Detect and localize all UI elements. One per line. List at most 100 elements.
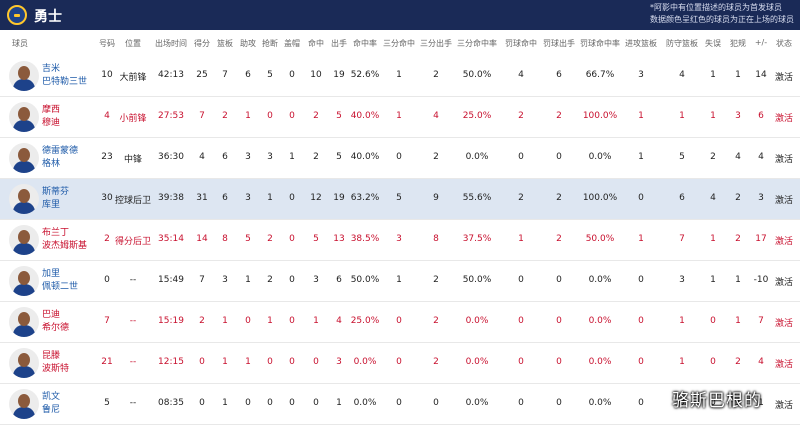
col-header-fouls[interactable]: 犯规 (730, 39, 746, 48)
col-header-ft-made[interactable]: 罚球命中 (505, 39, 537, 48)
player-avatar (9, 348, 39, 378)
col-header-turnovers[interactable]: 失误 (705, 39, 721, 48)
player-name[interactable]: 斯蒂芬 库里 (42, 186, 69, 212)
player-name[interactable]: 凯文 鲁尼 (42, 391, 60, 417)
player-name[interactable]: 摩西 穆迪 (42, 104, 60, 130)
cell-number: 5 (104, 398, 110, 408)
cell-3p-made: 0 (396, 357, 402, 367)
cell-steals: 0 (267, 111, 273, 121)
cell-ft-attempts: 6 (556, 70, 562, 80)
cell-3p-pct: 50.0% (462, 275, 492, 285)
player-name[interactable]: 昆滕 波斯特 (42, 350, 69, 376)
cell-number: 0 (104, 275, 110, 285)
col-header-fg-attempts[interactable]: 出手 (331, 39, 347, 48)
player-name[interactable]: 布兰丁 波杰姆斯基 (42, 227, 87, 253)
player-name[interactable]: 加里 佩顿二世 (42, 268, 78, 294)
player-row[interactable]: 加里 佩顿二世 0 -- 15:49 7 3 1 2 0 3 6 50.0% 1 2 50.0% 0 0 0.0% 0… (0, 261, 800, 302)
player-avatar (9, 184, 39, 214)
player-row[interactable]: 昆滕 波斯特 21 -- 12:15 0 1 1 0 0 0 3 0.0% 0 2 0.0% 0 0 0.0% 0 1 0… (0, 343, 800, 384)
player-stats-table: 吉米 巴特勒三世 10 大前锋 42:13 25 7 6 5 0 10 19 52.6% 1 2 50.0% 4… (0, 56, 800, 425)
player-name[interactable]: 德雷蒙德 格林 (42, 145, 78, 171)
cell-plus-minus: -10 (753, 275, 769, 285)
cell-ft-attempts: 0 (556, 316, 562, 326)
cell-3p-pct: 0.0% (465, 152, 489, 162)
col-header-status[interactable]: 状态 (776, 39, 792, 48)
player-last-name: 波斯特 (42, 364, 70, 374)
cell-3p-attempts: 2 (433, 275, 439, 285)
col-header-ft-attempts[interactable]: 罚球出手 (543, 39, 575, 48)
player-last-name: 库里 (42, 200, 61, 210)
player-row[interactable]: 布兰丁 波杰姆斯基 2 得分后卫 35:14 14 8 5 2 0 5 13 38.5% 3 8 37.5% 1… (0, 220, 800, 261)
cell-3p-made: 5 (396, 193, 402, 203)
col-header-steals[interactable]: 抢断 (262, 39, 278, 48)
cell-off-rebounds: 0 (638, 193, 644, 203)
cell-position: 小前锋 (119, 114, 147, 124)
cell-position: -- (129, 357, 137, 367)
cell-minutes: 08:35 (158, 398, 184, 408)
cell-ft-pct: 50.0% (585, 234, 615, 244)
player-name[interactable]: 巴迪 希尔德 (42, 309, 69, 335)
col-header-3p-pct[interactable]: 三分命中率 (457, 39, 497, 48)
player-row[interactable]: 德雷蒙德 格林 23 中锋 36:30 4 6 3 3 1 2 5 40.0% 0 2 0.0% 0 0 0.0% 1… (0, 138, 800, 179)
col-header-3p-attempts[interactable]: 三分出手 (420, 39, 452, 48)
cell-def-rebounds: 3 (679, 275, 685, 285)
cell-minutes: 15:49 (158, 275, 184, 285)
cell-fg-pct: 38.5% (350, 234, 380, 244)
cell-3p-made: 1 (396, 275, 402, 285)
col-header-number[interactable]: 号码 (99, 39, 115, 48)
col-header-ft-pct[interactable]: 罚球命中率 (580, 39, 620, 48)
player-name[interactable]: 吉米 巴特勒三世 (42, 63, 87, 89)
cell-fg-pct: 0.0% (353, 398, 377, 408)
col-header-rebounds[interactable]: 篮板 (217, 39, 233, 48)
player-last-name: 格林 (42, 159, 61, 169)
player-row[interactable]: 摩西 穆迪 4 小前锋 27:53 7 2 1 0 0 2 5 40.0% 1 4 25.0% 2 2 100.0%… (0, 97, 800, 138)
player-avatar (9, 61, 39, 91)
col-header-off-rebounds[interactable]: 进攻篮板 (625, 39, 657, 48)
cell-fg-pct: 52.6% (350, 70, 380, 80)
cell-number: 21 (101, 357, 113, 367)
cell-blocks: 1 (289, 152, 295, 162)
col-header-assists[interactable]: 助攻 (240, 39, 256, 48)
player-row[interactable]: 斯蒂芬 库里 30 控球后卫 39:38 31 6 3 1 0 12 19 63.2% 5 9 55.6% 2 2… (0, 179, 800, 220)
avatar-body (13, 161, 35, 173)
cell-blocks: 0 (289, 234, 295, 244)
cell-fouls: 1 (735, 70, 741, 80)
player-first-name: 摩西 (42, 105, 61, 115)
col-header-points[interactable]: 得分 (194, 39, 210, 48)
col-header-position[interactable]: 位置 (125, 39, 141, 48)
cell-fg-made: 3 (313, 275, 319, 285)
cell-assists: 6 (245, 70, 251, 80)
col-header-fg-pct[interactable]: 命中率 (353, 39, 377, 48)
player-row[interactable]: 吉米 巴特勒三世 10 大前锋 42:13 25 7 6 5 0 10 19 52.6% 1 2 50.0% 4… (0, 56, 800, 97)
cell-ft-made: 1 (518, 234, 524, 244)
legend-note-line-2: 数据颜色呈红色的球员为正在上场的球员 (650, 15, 794, 24)
cell-def-rebounds: 1 (679, 316, 685, 326)
cell-points: 7 (199, 275, 205, 285)
col-header-minutes[interactable]: 出场时间 (155, 39, 187, 48)
col-header-fg-made[interactable]: 命中 (308, 39, 324, 48)
cell-plus-minus: 6 (758, 111, 764, 121)
col-header-plus-minus[interactable]: +/- (754, 38, 768, 47)
col-header-player[interactable]: 球员 (12, 39, 28, 48)
cell-3p-made: 1 (396, 111, 402, 121)
cell-3p-attempts: 2 (433, 316, 439, 326)
cell-turnovers: 4 (710, 193, 716, 203)
cell-ft-pct: 0.0% (588, 152, 612, 162)
col-header-blocks[interactable]: 盖帽 (284, 39, 300, 48)
cell-status: 激活 (774, 237, 794, 247)
cell-blocks: 0 (289, 398, 295, 408)
col-header-3p-made[interactable]: 三分命中 (383, 39, 415, 48)
warriors-logo-icon (7, 5, 27, 25)
avatar-body (13, 366, 35, 378)
cell-minutes: 36:30 (158, 152, 184, 162)
col-header-def-rebounds[interactable]: 防守篮板 (666, 39, 698, 48)
cell-fg-attempts: 13 (333, 234, 345, 244)
cell-def-rebounds: 1 (679, 111, 685, 121)
cell-3p-made: 0 (396, 398, 402, 408)
cell-ft-pct: 100.0% (582, 111, 618, 121)
cell-blocks: 0 (289, 357, 295, 367)
cell-3p-attempts: 9 (433, 193, 439, 203)
cell-assists: 1 (245, 357, 251, 367)
cell-ft-pct: 0.0% (588, 316, 612, 326)
player-row[interactable]: 巴迪 希尔德 7 -- 15:19 2 1 0 1 0 1 4 25.0% 0 2 0.0% 0 0 0.0% 0 1 0… (0, 302, 800, 343)
